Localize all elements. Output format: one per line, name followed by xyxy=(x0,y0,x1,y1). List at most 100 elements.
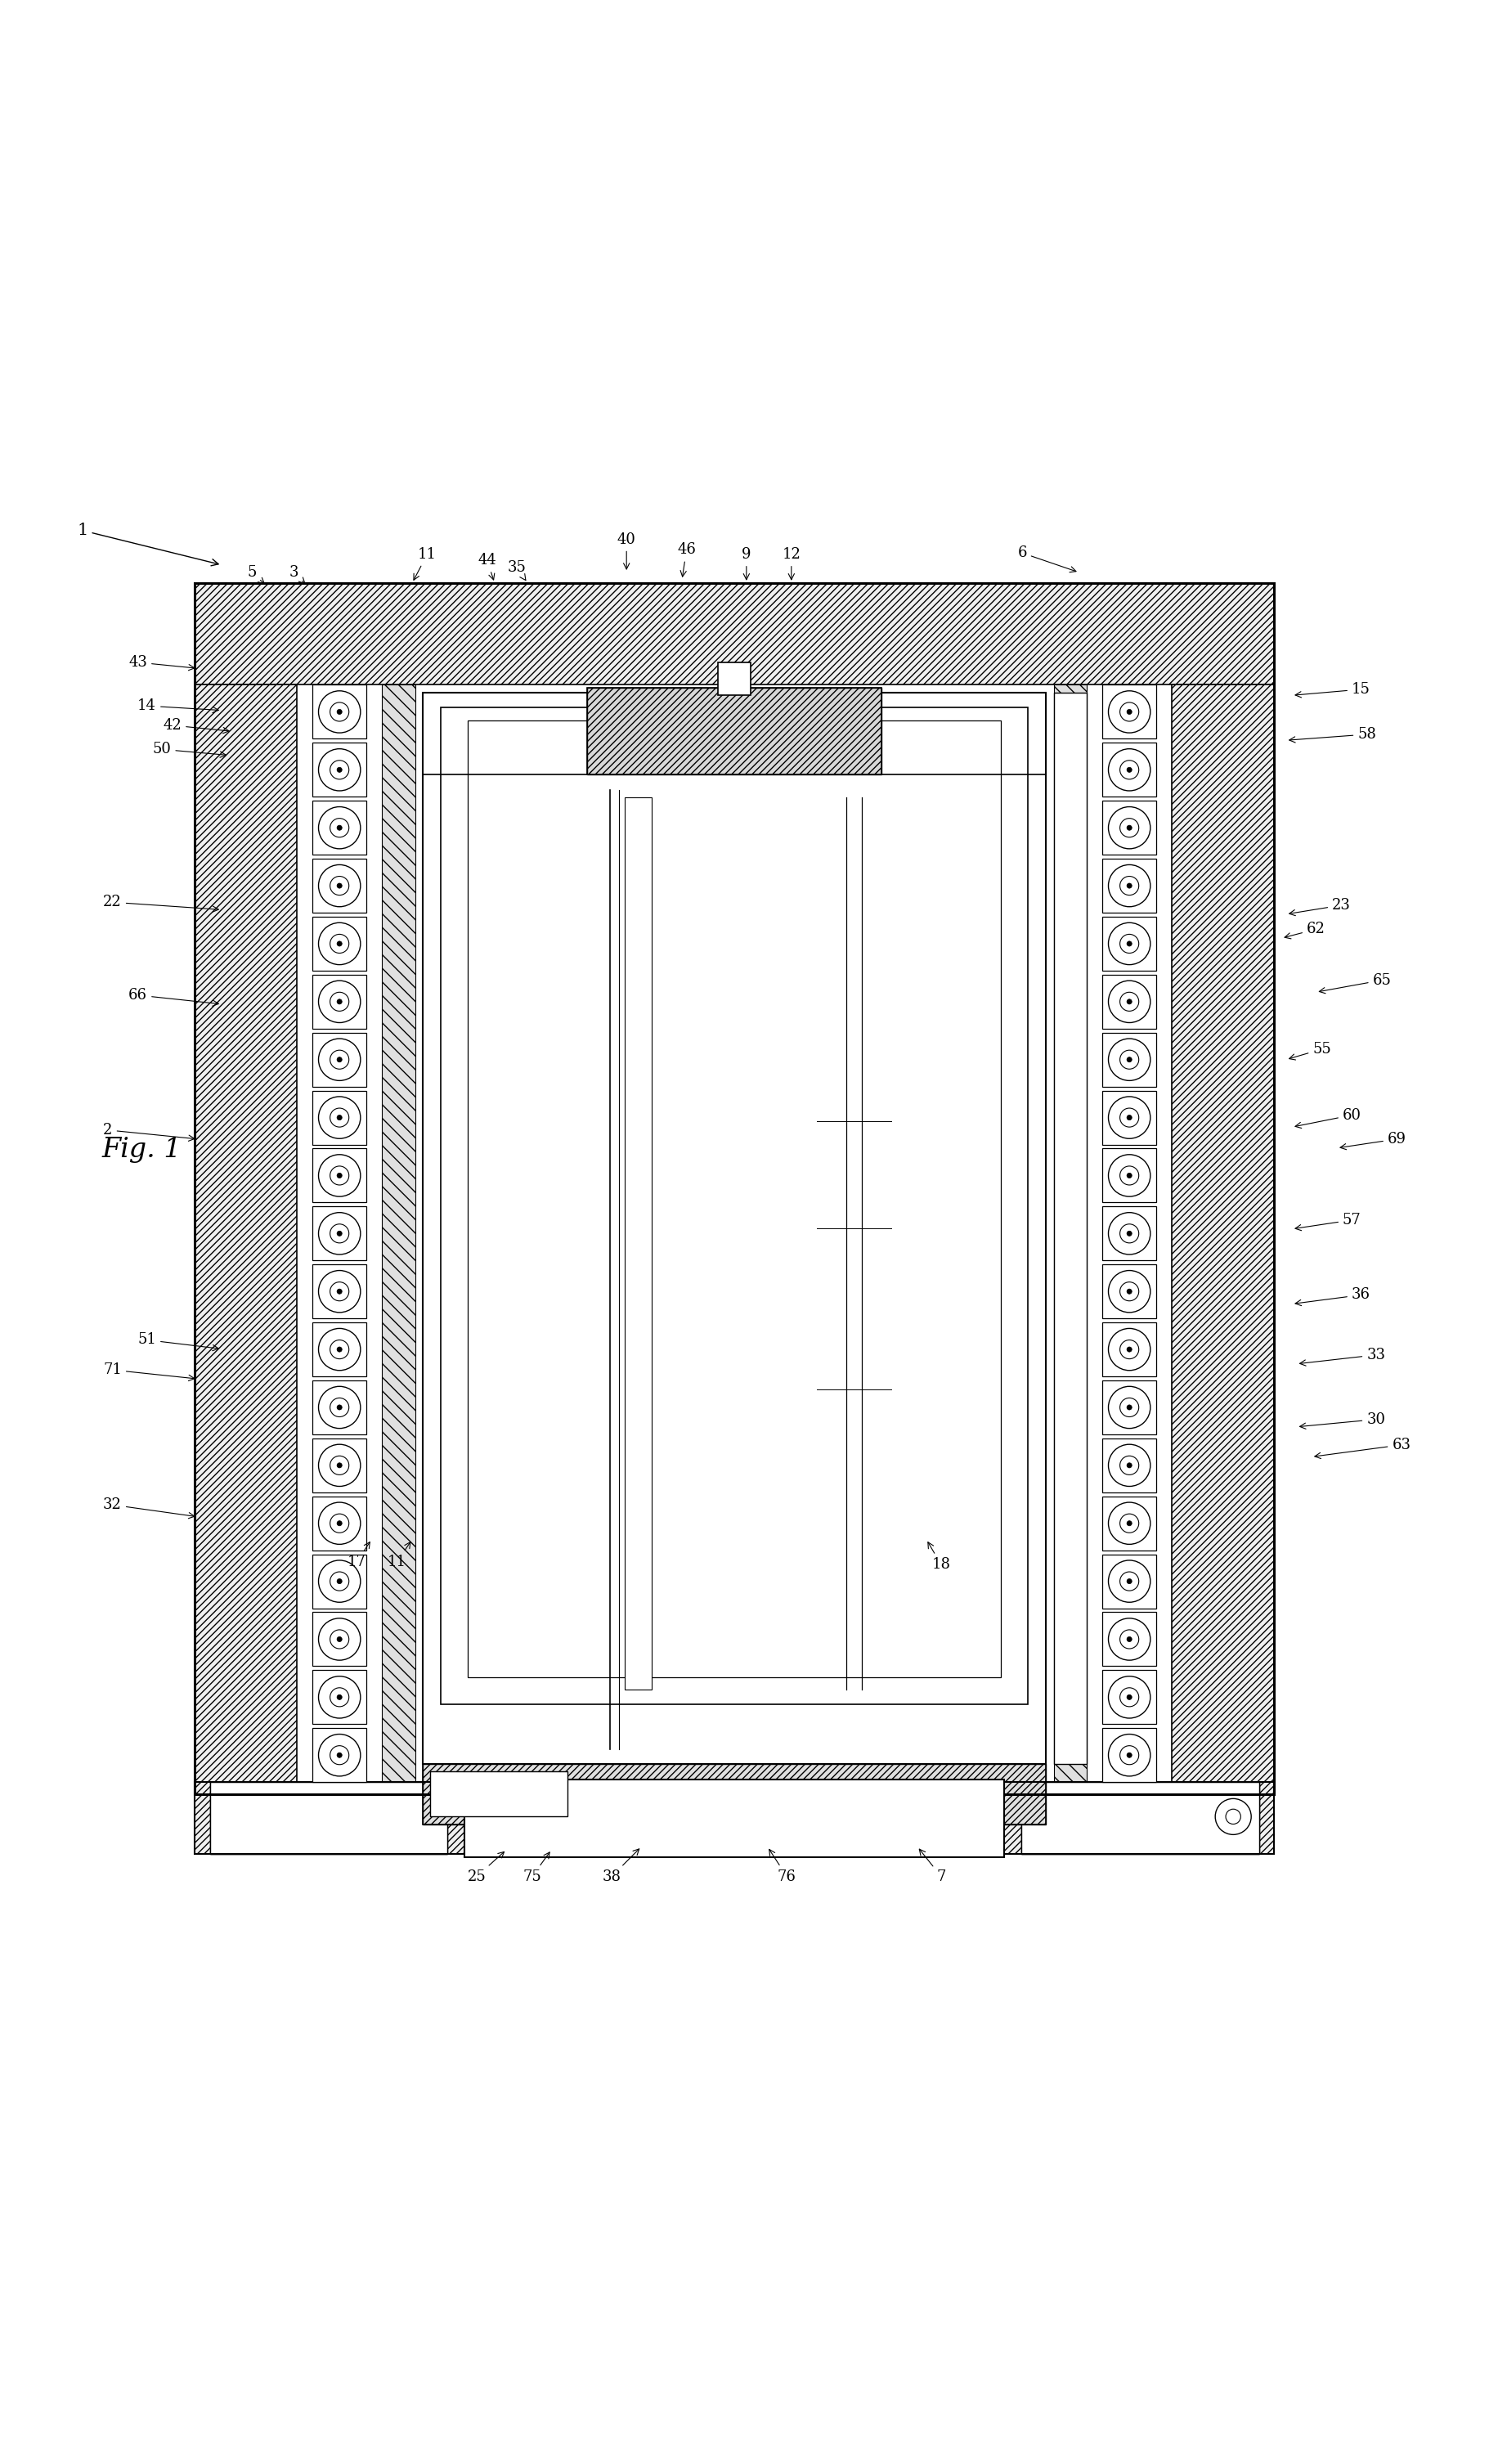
Bar xyxy=(464,1779,1004,1858)
Circle shape xyxy=(1126,1636,1131,1641)
Bar xyxy=(313,1671,367,1725)
Bar xyxy=(1103,976,1156,1027)
Circle shape xyxy=(337,1173,342,1178)
Circle shape xyxy=(330,1397,349,1417)
Bar xyxy=(1103,1439,1156,1493)
Circle shape xyxy=(1107,1503,1150,1545)
Bar xyxy=(1103,1323,1156,1377)
Bar xyxy=(1103,1727,1156,1781)
Circle shape xyxy=(1119,761,1138,779)
Circle shape xyxy=(337,1232,342,1237)
Text: 75: 75 xyxy=(523,1853,550,1885)
Text: 57: 57 xyxy=(1294,1212,1360,1230)
Text: 17: 17 xyxy=(348,1542,370,1570)
Circle shape xyxy=(319,981,360,1023)
Circle shape xyxy=(337,941,342,946)
Bar xyxy=(430,1772,568,1816)
Text: 66: 66 xyxy=(129,988,219,1005)
Bar xyxy=(195,1781,1273,1853)
Circle shape xyxy=(330,1629,349,1648)
Circle shape xyxy=(337,1520,342,1525)
Circle shape xyxy=(1107,1676,1150,1717)
Circle shape xyxy=(1126,1579,1131,1584)
Text: 2: 2 xyxy=(103,1124,195,1141)
Bar xyxy=(718,663,750,695)
Circle shape xyxy=(337,1752,342,1757)
Text: 62: 62 xyxy=(1284,922,1324,939)
Circle shape xyxy=(319,1444,360,1486)
Circle shape xyxy=(330,1688,349,1708)
Circle shape xyxy=(1126,710,1131,715)
Circle shape xyxy=(319,1676,360,1717)
Text: 46: 46 xyxy=(677,542,695,577)
Circle shape xyxy=(1107,1040,1150,1082)
Circle shape xyxy=(319,922,360,966)
Circle shape xyxy=(337,1116,342,1121)
Circle shape xyxy=(337,1348,342,1353)
Text: 36: 36 xyxy=(1294,1289,1369,1306)
Bar xyxy=(210,1781,446,1853)
Bar xyxy=(195,584,1273,685)
Bar xyxy=(1022,1781,1258,1853)
Bar xyxy=(313,1264,367,1318)
Circle shape xyxy=(330,1513,349,1533)
Circle shape xyxy=(1126,825,1131,830)
Text: 42: 42 xyxy=(163,717,229,734)
Circle shape xyxy=(330,934,349,954)
Circle shape xyxy=(319,1156,360,1198)
Bar xyxy=(1103,1092,1156,1146)
Circle shape xyxy=(1107,1212,1150,1254)
Bar xyxy=(313,1092,367,1146)
Circle shape xyxy=(1126,1752,1131,1757)
Bar xyxy=(1053,685,1086,1781)
Circle shape xyxy=(330,1225,349,1242)
Circle shape xyxy=(1119,1225,1138,1242)
Circle shape xyxy=(330,1165,349,1185)
Bar xyxy=(1103,1032,1156,1087)
Circle shape xyxy=(319,690,360,732)
Circle shape xyxy=(319,1503,360,1545)
Circle shape xyxy=(319,1387,360,1429)
Circle shape xyxy=(319,1560,360,1602)
Text: 14: 14 xyxy=(138,697,219,712)
Text: 58: 58 xyxy=(1288,727,1375,742)
Bar xyxy=(587,687,881,774)
Text: 3: 3 xyxy=(289,564,304,584)
Bar xyxy=(210,1781,446,1853)
Text: 5: 5 xyxy=(247,564,264,584)
Bar xyxy=(1103,1671,1156,1725)
Text: 25: 25 xyxy=(467,1853,503,1885)
Text: 15: 15 xyxy=(1294,683,1369,697)
Bar xyxy=(422,1764,1046,1823)
Bar xyxy=(195,685,297,1794)
Bar xyxy=(422,692,1046,774)
Bar xyxy=(440,707,1028,1705)
Text: 12: 12 xyxy=(782,547,800,579)
Circle shape xyxy=(330,761,349,779)
Circle shape xyxy=(330,818,349,838)
Circle shape xyxy=(1119,1629,1138,1648)
Circle shape xyxy=(337,1695,342,1700)
Bar xyxy=(313,860,367,912)
Circle shape xyxy=(1119,818,1138,838)
Text: 9: 9 xyxy=(742,547,750,579)
Text: 7: 7 xyxy=(918,1848,945,1885)
Text: 40: 40 xyxy=(617,532,635,569)
Text: 65: 65 xyxy=(1318,973,1390,993)
Bar xyxy=(1103,742,1156,796)
Circle shape xyxy=(337,1464,342,1469)
Circle shape xyxy=(337,766,342,771)
Circle shape xyxy=(330,993,349,1010)
Text: 32: 32 xyxy=(103,1498,195,1518)
Circle shape xyxy=(330,1456,349,1476)
Text: 22: 22 xyxy=(103,894,219,912)
Text: Fig. 1: Fig. 1 xyxy=(102,1136,181,1163)
Bar xyxy=(1103,1207,1156,1262)
Circle shape xyxy=(1126,1520,1131,1525)
Bar xyxy=(1103,1496,1156,1550)
Bar xyxy=(422,692,1046,1764)
Bar xyxy=(587,687,881,774)
Bar xyxy=(1103,917,1156,971)
Circle shape xyxy=(319,1096,360,1138)
Circle shape xyxy=(330,1050,349,1069)
